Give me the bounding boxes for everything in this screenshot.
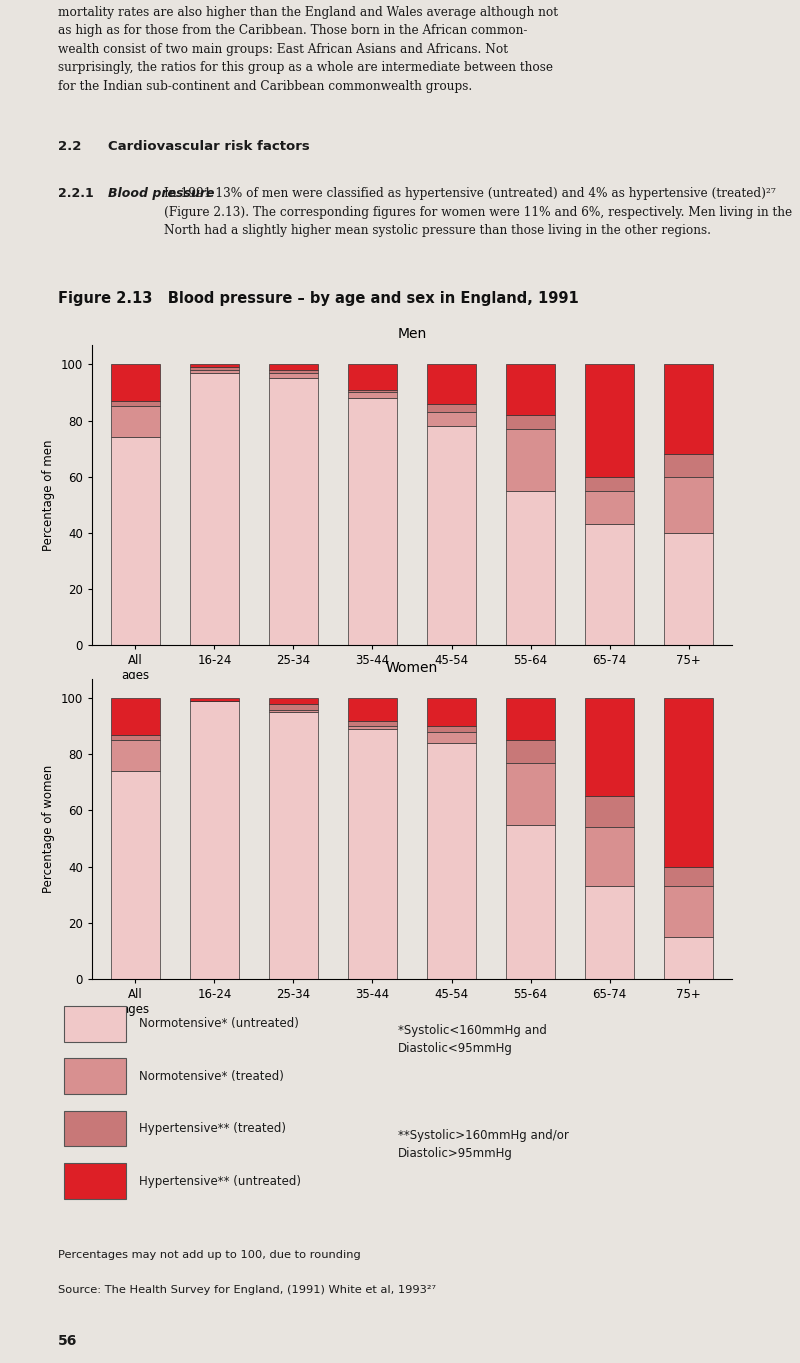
Text: Hypertensive** (untreated): Hypertensive** (untreated) <box>139 1175 301 1187</box>
Bar <box>111 771 160 979</box>
Bar <box>427 427 476 645</box>
Bar <box>664 698 713 867</box>
Bar <box>269 373 318 379</box>
Bar <box>348 364 397 390</box>
Bar <box>348 698 397 721</box>
Bar <box>348 721 397 726</box>
Bar <box>427 403 476 412</box>
Y-axis label: Percentage of men: Percentage of men <box>42 439 55 551</box>
Bar <box>269 364 318 371</box>
Bar <box>64 1111 126 1146</box>
Bar <box>506 364 555 414</box>
Bar <box>269 379 318 645</box>
Text: 56: 56 <box>58 1334 77 1348</box>
Text: Percentages may not add up to 100, due to rounding: Percentages may not add up to 100, due t… <box>58 1250 360 1259</box>
Y-axis label: Percentage of women: Percentage of women <box>42 765 55 893</box>
Bar <box>348 726 397 729</box>
Bar <box>427 726 476 732</box>
Bar <box>506 414 555 429</box>
Bar <box>348 729 397 979</box>
Bar <box>664 364 713 454</box>
Text: 2.2.1: 2.2.1 <box>58 187 94 200</box>
Bar <box>190 364 239 367</box>
Bar <box>664 533 713 645</box>
Bar <box>190 701 239 979</box>
Bar <box>585 491 634 525</box>
Bar <box>585 364 634 477</box>
Bar <box>64 1163 126 1199</box>
Bar <box>348 398 397 645</box>
Text: In 1991 13% of men were classified as hypertensive (untreated) and 4% as hyperte: In 1991 13% of men were classified as hy… <box>164 187 792 237</box>
Text: mortality rates are also higher than the England and Wales average although not
: mortality rates are also higher than the… <box>58 5 558 93</box>
Bar <box>64 1006 126 1041</box>
Bar <box>585 477 634 491</box>
Bar <box>190 698 239 701</box>
Bar <box>111 698 160 735</box>
Text: Normotensive* (treated): Normotensive* (treated) <box>139 1070 284 1082</box>
Bar <box>506 763 555 825</box>
Text: Cardiovascular risk factors: Cardiovascular risk factors <box>108 139 310 153</box>
Bar <box>111 735 160 740</box>
Text: 2.2: 2.2 <box>58 139 81 153</box>
Bar <box>506 825 555 979</box>
Bar <box>190 373 239 645</box>
Bar <box>269 371 318 373</box>
Bar <box>190 367 239 371</box>
Bar <box>506 740 555 763</box>
Title: Women: Women <box>386 661 438 675</box>
Bar <box>585 827 634 886</box>
Bar <box>506 429 555 491</box>
Bar <box>585 886 634 979</box>
Bar <box>427 732 476 743</box>
Bar <box>269 710 318 713</box>
Bar <box>427 698 476 726</box>
Bar <box>664 867 713 886</box>
Bar <box>664 477 713 533</box>
Title: Men: Men <box>398 327 426 341</box>
Text: *Systolic<160mmHg and
Diastolic<95mmHg: *Systolic<160mmHg and Diastolic<95mmHg <box>398 1024 546 1055</box>
Bar <box>64 1058 126 1094</box>
Bar <box>506 698 555 740</box>
Bar <box>427 743 476 979</box>
Text: Normotensive* (untreated): Normotensive* (untreated) <box>139 1017 299 1030</box>
Bar <box>664 886 713 936</box>
Text: Blood pressure: Blood pressure <box>108 187 214 200</box>
Bar <box>111 438 160 645</box>
Text: Hypertensive** (treated): Hypertensive** (treated) <box>139 1122 286 1135</box>
Bar <box>664 454 713 477</box>
Bar <box>111 406 160 438</box>
Bar <box>348 393 397 398</box>
Bar <box>585 796 634 827</box>
Bar <box>664 936 713 979</box>
Bar <box>269 698 318 705</box>
Bar <box>111 740 160 771</box>
Bar <box>190 371 239 373</box>
Bar <box>427 412 476 427</box>
Text: **Systolic>160mmHg and/or
Diastolic>95mmHg: **Systolic>160mmHg and/or Diastolic>95mm… <box>398 1129 569 1160</box>
Bar <box>269 713 318 979</box>
Bar <box>348 390 397 393</box>
Bar <box>427 364 476 403</box>
Bar <box>585 525 634 645</box>
Bar <box>111 401 160 406</box>
Bar <box>111 364 160 401</box>
Bar <box>269 705 318 710</box>
Text: Source: The Health Survey for England, (1991) White et al, 1993²⁷: Source: The Health Survey for England, (… <box>58 1285 436 1295</box>
Text: Figure 2.13   Blood pressure – by age and sex in England, 1991: Figure 2.13 Blood pressure – by age and … <box>58 290 578 307</box>
Bar <box>585 698 634 796</box>
Bar <box>506 491 555 645</box>
